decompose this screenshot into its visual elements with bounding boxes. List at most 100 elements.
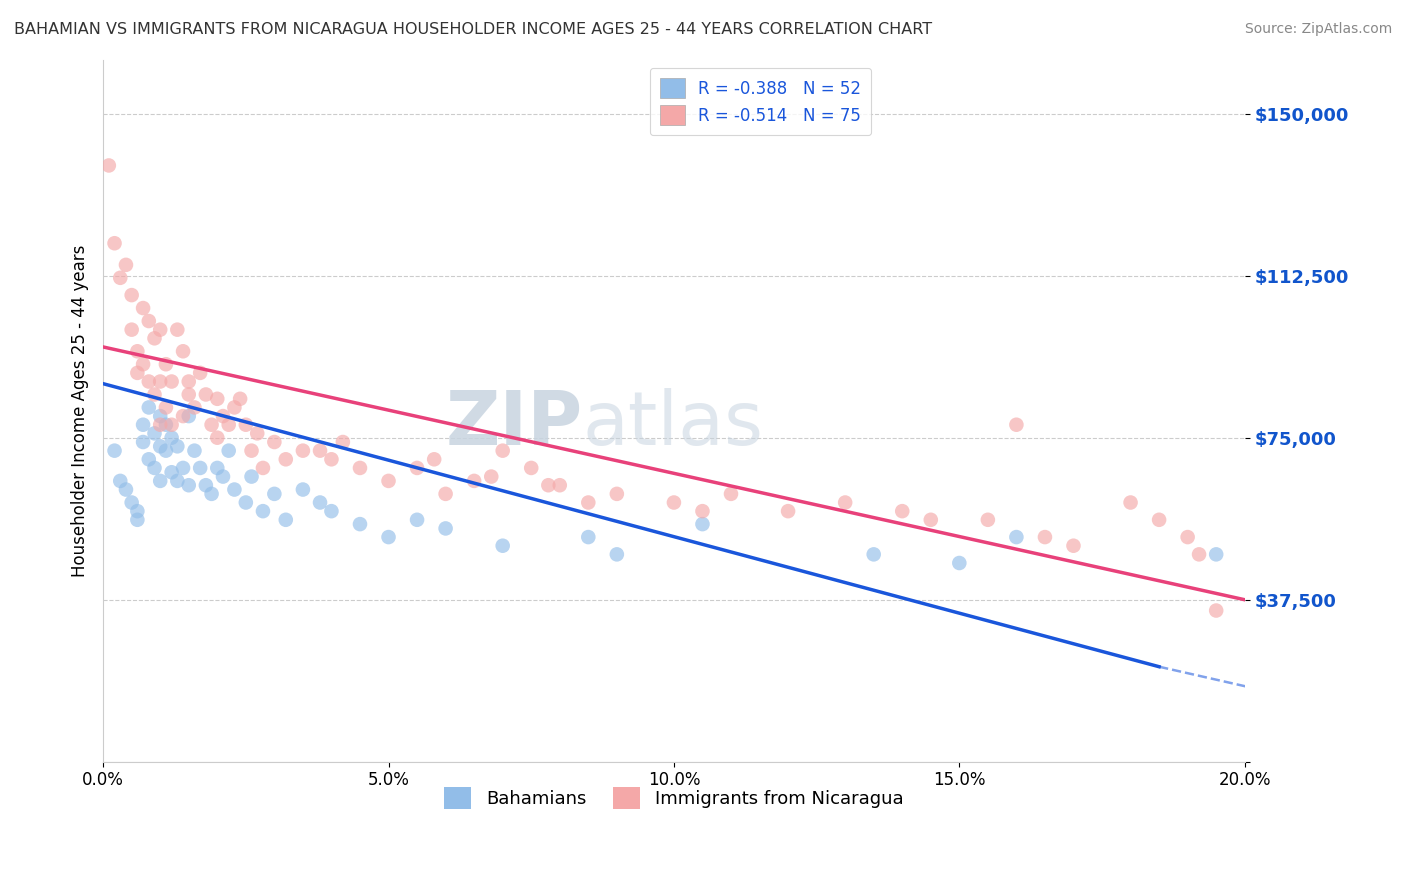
Text: Source: ZipAtlas.com: Source: ZipAtlas.com: [1244, 22, 1392, 37]
Point: [212, 469, 235, 483]
Point: [160, 465, 183, 479]
Text: BAHAMIAN VS IMMIGRANTS FROM NICARAGUA HOUSEHOLDER INCOME AGES 25 - 44 YEARS CORR: BAHAMIAN VS IMMIGRANTS FROM NICARAGUA HO…: [14, 22, 932, 37]
Point: [188, 461, 211, 475]
Point: [132, 301, 155, 315]
Point: [160, 417, 183, 432]
Point: [1205, 547, 1227, 561]
Point: [166, 474, 188, 488]
Point: [1188, 547, 1211, 561]
Point: [207, 431, 229, 445]
Y-axis label: Householder Income Ages 25 - 44 years: Householder Income Ages 25 - 44 years: [72, 244, 89, 577]
Point: [240, 469, 263, 483]
Point: [149, 439, 172, 453]
Point: [349, 461, 371, 475]
Point: [332, 435, 354, 450]
Point: [103, 236, 125, 251]
Point: [492, 539, 515, 553]
Point: [218, 443, 240, 458]
Point: [576, 530, 599, 544]
Point: [194, 387, 217, 401]
Point: [138, 401, 160, 415]
Point: [463, 474, 485, 488]
Point: [121, 323, 143, 337]
Point: [183, 443, 205, 458]
Point: [200, 487, 222, 501]
Point: [662, 495, 685, 509]
Point: [778, 504, 800, 518]
Point: [423, 452, 446, 467]
Point: [177, 387, 200, 401]
Point: [274, 452, 297, 467]
Point: [252, 461, 274, 475]
Point: [160, 431, 183, 445]
Point: [1119, 495, 1142, 509]
Point: [121, 495, 143, 509]
Point: [263, 435, 285, 450]
Point: [155, 357, 177, 371]
Point: [862, 547, 884, 561]
Point: [149, 474, 172, 488]
Point: [172, 461, 194, 475]
Point: [143, 426, 166, 441]
Point: [143, 387, 166, 401]
Point: [149, 409, 172, 423]
Point: [246, 426, 269, 441]
Point: [240, 443, 263, 458]
Point: [252, 504, 274, 518]
Point: [548, 478, 571, 492]
Point: [149, 323, 172, 337]
Point: [177, 409, 200, 423]
Point: [127, 504, 149, 518]
Point: [229, 392, 252, 406]
Point: [172, 344, 194, 359]
Point: [1033, 530, 1056, 544]
Point: [720, 487, 742, 501]
Point: [212, 409, 235, 423]
Point: [183, 401, 205, 415]
Point: [291, 443, 314, 458]
Point: [291, 483, 314, 497]
Point: [200, 417, 222, 432]
Point: [149, 375, 172, 389]
Text: ZIP: ZIP: [446, 388, 582, 461]
Point: [406, 513, 429, 527]
Point: [155, 443, 177, 458]
Point: [149, 417, 172, 432]
Point: [434, 487, 457, 501]
Point: [1147, 513, 1170, 527]
Point: [377, 474, 399, 488]
Point: [537, 478, 560, 492]
Point: [207, 461, 229, 475]
Point: [194, 478, 217, 492]
Point: [97, 158, 120, 172]
Point: [218, 417, 240, 432]
Point: [155, 401, 177, 415]
Point: [138, 314, 160, 328]
Point: [576, 495, 599, 509]
Point: [127, 344, 149, 359]
Point: [127, 366, 149, 380]
Point: [606, 547, 628, 561]
Point: [207, 392, 229, 406]
Point: [263, 487, 285, 501]
Point: [834, 495, 856, 509]
Point: [406, 461, 429, 475]
Point: [520, 461, 543, 475]
Point: [138, 452, 160, 467]
Point: [177, 375, 200, 389]
Point: [479, 469, 502, 483]
Point: [132, 357, 155, 371]
Point: [692, 517, 714, 532]
Point: [115, 483, 138, 497]
Point: [155, 417, 177, 432]
Point: [235, 417, 257, 432]
Point: [1005, 530, 1028, 544]
Point: [224, 401, 246, 415]
Point: [948, 556, 970, 570]
Point: [160, 375, 183, 389]
Point: [891, 504, 914, 518]
Point: [235, 495, 257, 509]
Point: [177, 478, 200, 492]
Point: [492, 443, 515, 458]
Point: [321, 504, 343, 518]
